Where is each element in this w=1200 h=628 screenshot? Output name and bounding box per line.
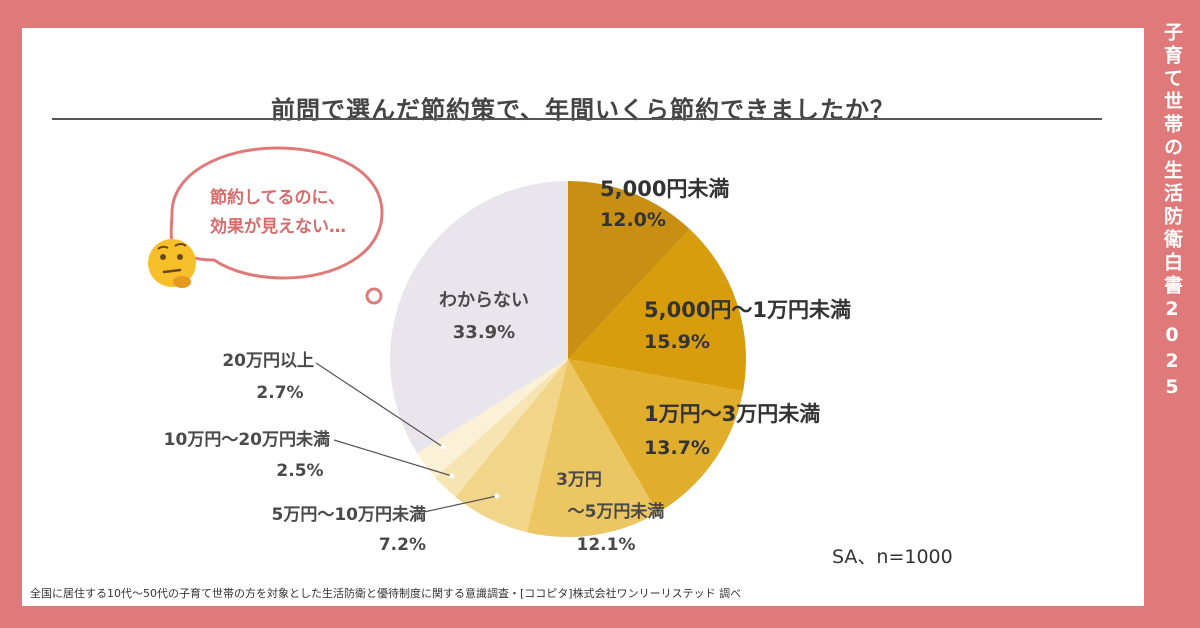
slice-value-5: 2.5%: [276, 461, 323, 481]
slice-value-3: 12.1%: [577, 535, 636, 555]
slice-label-0: 5,000円未満: [600, 177, 729, 201]
pie-slice-5: [435, 359, 568, 497]
slice-value-1: 15.9%: [644, 331, 710, 353]
pie-slice-0: [568, 181, 690, 359]
leader-line-20man: [315, 362, 444, 448]
slice-label-5: 10万円〜20万円未満: [164, 429, 330, 450]
pie-slices: [390, 181, 746, 537]
slice-label-6: 20万円以上: [222, 351, 314, 371]
speech-bubble-tail: [365, 287, 383, 305]
slice-value-6: 2.7%: [256, 383, 303, 403]
leader-dot-20man: [440, 444, 446, 450]
slice-value-2: 13.7%: [644, 437, 710, 459]
slice-label-7: わからない: [439, 290, 529, 311]
pie-slice-7: [390, 181, 568, 454]
chart-card: 前問で選んだ節約策で、年間いくら節約できましたか？ 節約してるのに、 効果が見え…: [22, 28, 1144, 606]
slice-value-0: 12.0%: [600, 209, 666, 231]
bubble-line-1: 節約してるのに、: [209, 187, 345, 208]
pie-slice-3: [526, 359, 658, 537]
thinking-face-icon: [148, 239, 196, 288]
slice-value-7: 33.9%: [453, 322, 515, 343]
slice-label-2: 1万円〜3万円未満: [644, 402, 820, 426]
slice-label-3-line-2: 〜5万円未満: [568, 501, 665, 522]
leader-line-5man: [423, 495, 498, 513]
pie-slice-4: [455, 359, 568, 533]
slice-label-1: 5,000円〜1万円未満: [644, 298, 851, 322]
pie-slice-2: [568, 359, 744, 513]
title-divider: [52, 118, 1102, 120]
leader-line-10man: [333, 439, 453, 477]
slice-label-3-line-1: 3万円: [556, 470, 602, 490]
pie-slice-1: [568, 229, 746, 392]
slice-label-4: 5万円〜10万円未満: [272, 504, 427, 525]
slice-value-4: 7.2%: [379, 535, 426, 555]
pie-chart: 節約してるのに、 効果が見えない… 5,000円未満 12.0% 5,000円〜…: [148, 146, 851, 555]
leader-dot-10man: [449, 473, 455, 479]
speech-bubble-outline: [169, 146, 384, 280]
side-label: 子育て世帯の生活防衛白書2025: [1161, 22, 1183, 402]
footnote: 全国に居住する10代〜50代の子育て世帯の方を対象とした生活防衛と優待制度に関す…: [30, 587, 742, 600]
sample-note: SA、n=1000: [832, 546, 953, 568]
leader-dot-5man: [494, 493, 500, 499]
bubble-line-2: 効果が見えない…: [210, 216, 346, 237]
pie-slice-6: [417, 359, 568, 478]
speech-bubble: 節約してるのに、 効果が見えない…: [169, 146, 384, 305]
